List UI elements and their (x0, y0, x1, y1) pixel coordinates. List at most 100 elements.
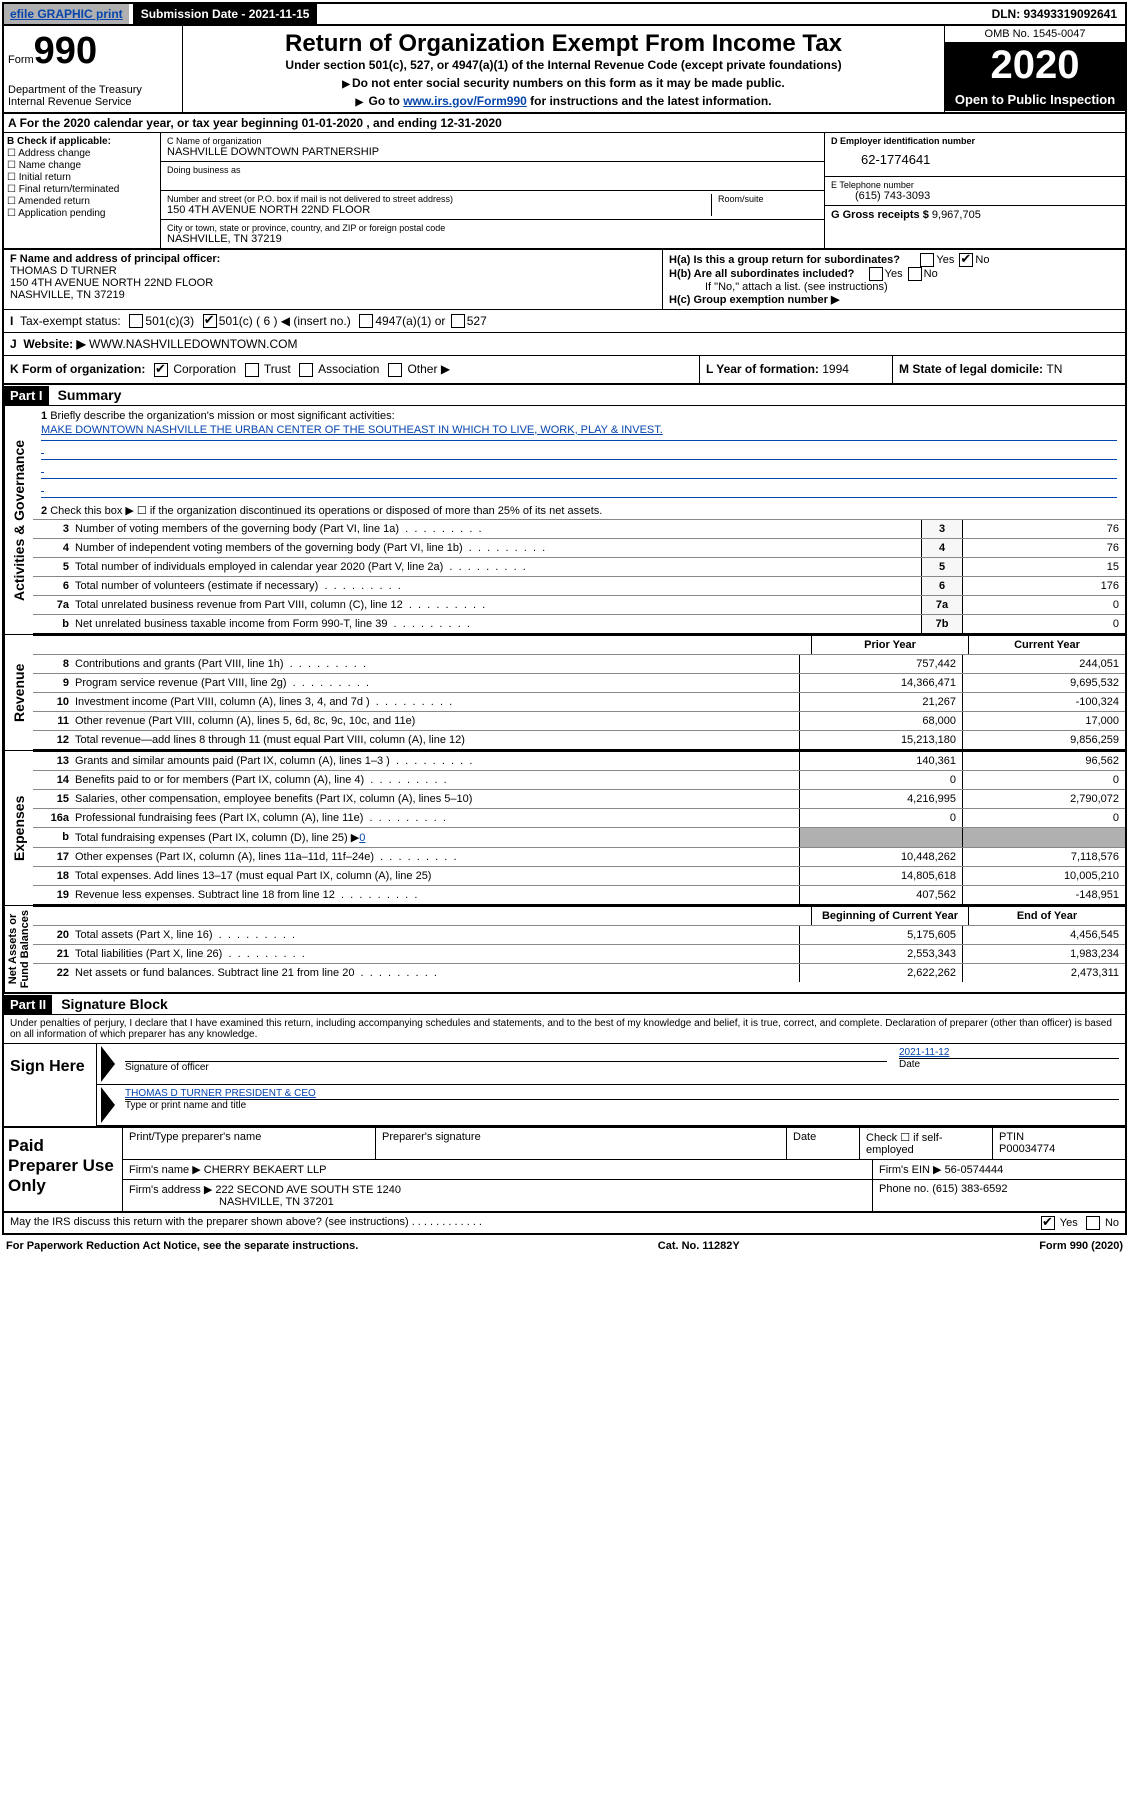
l4-val: 76 (962, 539, 1125, 557)
irs-link[interactable]: www.irs.gov/Form990 (403, 94, 527, 108)
section-ag: Activities & Governance 1 Briefly descri… (4, 406, 1125, 634)
discuss-row: May the IRS discuss this return with the… (4, 1212, 1125, 1233)
arrow-icon (101, 1046, 115, 1082)
part2-label: Part II (4, 995, 52, 1014)
k-other[interactable] (388, 363, 402, 377)
sig-label: Signature of officer (125, 1062, 887, 1073)
part1-header: Part I Summary (4, 385, 1125, 406)
arrow-icon (101, 1087, 115, 1123)
col-m: M State of legal domicile: TN (892, 356, 1125, 383)
form-number-box: Form990 Department of the Treasury Inter… (4, 26, 183, 112)
firm-phone: (615) 383-6592 (932, 1183, 1007, 1195)
year-formation: 1994 (822, 362, 849, 376)
ha-yes[interactable] (920, 253, 934, 267)
row-i: I Tax-exempt status: 501(c)(3) 501(c) ( … (4, 310, 1125, 333)
k-corp[interactable] (154, 363, 168, 377)
identity-grid: B Check if applicable: ☐ Address change … (4, 133, 1125, 250)
officer-typed-name: THOMAS D TURNER PRESIDENT & CEO (125, 1088, 1119, 1099)
chk-pending[interactable]: ☐ Application pending (7, 208, 157, 219)
open-inspection: Open to Public Inspection (945, 88, 1125, 111)
l6-desc: Total number of volunteers (estimate if … (73, 577, 921, 595)
hdr-prior: Prior Year (811, 636, 968, 654)
form-title: Return of Organization Exempt From Incom… (193, 30, 934, 58)
firm-label: Firm's name ▶ (129, 1164, 201, 1176)
ha-no[interactable] (959, 253, 973, 267)
firm-addr-label: Firm's address ▶ (129, 1184, 212, 1196)
top-bar: efile GRAPHIC print Submission Date - 20… (4, 4, 1125, 26)
hb-yes[interactable] (869, 267, 883, 281)
form-number: 990 (34, 30, 97, 72)
efile-link[interactable]: efile GRAPHIC print (4, 4, 129, 24)
chk-initial[interactable]: ☐ Initial return (7, 172, 157, 183)
k-assoc[interactable] (299, 363, 313, 377)
l7a-desc: Total unrelated business revenue from Pa… (73, 596, 921, 614)
instruction-1: Do not enter social security numbers on … (193, 76, 934, 90)
ein-label: D Employer identification number (831, 136, 1119, 146)
pra-notice: For Paperwork Reduction Act Notice, see … (6, 1240, 358, 1252)
sig-date: 2021-11-12 (899, 1047, 1119, 1058)
officer-label: F Name and address of principal officer: (10, 253, 656, 265)
section-expenses: Expenses 13Grants and similar amounts pa… (4, 750, 1125, 905)
i-4947[interactable] (359, 314, 373, 328)
omb-number: OMB No. 1545-0047 (945, 26, 1125, 43)
hb-no[interactable] (908, 267, 922, 281)
prep-c4[interactable]: Check ☐ if self-employed (860, 1128, 993, 1159)
l12-desc: Total revenue—add lines 8 through 11 (mu… (73, 731, 799, 749)
telephone: (615) 743-3093 (831, 190, 1119, 202)
mission-text: MAKE DOWNTOWN NASHVILLE THE URBAN CENTER… (41, 422, 1117, 441)
form-990-page: efile GRAPHIC print Submission Date - 20… (2, 2, 1127, 1235)
perjury-text: Under penalties of perjury, I declare th… (4, 1015, 1125, 1043)
l20-desc: Total assets (Part X, line 16) (73, 926, 799, 944)
l13-desc: Grants and similar amounts paid (Part IX… (73, 752, 799, 770)
footnote: For Paperwork Reduction Act Notice, see … (0, 1237, 1129, 1255)
gross-receipts: 9,967,705 (932, 209, 981, 221)
line-1: 1 Briefly describe the organization's mi… (33, 406, 1125, 502)
col-right: D Employer identification number 62-1774… (824, 133, 1125, 248)
k-trust[interactable] (245, 363, 259, 377)
section-revenue: Revenue Prior YearCurrent Year 8Contribu… (4, 634, 1125, 750)
firm-name: CHERRY BEKAERT LLP (204, 1164, 327, 1176)
department-label: Department of the Treasury Internal Reve… (8, 84, 178, 108)
col-b: B Check if applicable: ☐ Address change … (4, 133, 161, 248)
firm-addr2: NASHVILLE, TN 37201 (129, 1196, 334, 1208)
i-501c[interactable] (203, 314, 217, 328)
row-j: J Website: ▶ WWW.NASHVILLEDOWNTOWN.COM (4, 333, 1125, 356)
ha-label: H(a) Is this a group return for subordin… (669, 254, 900, 266)
chk-amended[interactable]: ☐ Amended return (7, 196, 157, 207)
form-ref: Form 990 (2020) (1039, 1240, 1123, 1252)
hdr-boy: Beginning of Current Year (811, 907, 968, 925)
l15-desc: Salaries, other compensation, employee b… (73, 790, 799, 808)
prep-c2: Preparer's signature (376, 1128, 787, 1159)
l1-label: Briefly describe the organization's miss… (50, 410, 394, 422)
discuss-yes[interactable] (1041, 1216, 1055, 1230)
chk-name[interactable]: ☐ Name change (7, 160, 157, 171)
part1-title: Summary (52, 385, 128, 405)
firm-ein: 56-0574444 (945, 1164, 1004, 1176)
form-prefix: Form (8, 54, 34, 66)
gross-label: G Gross receipts $ (831, 209, 932, 221)
l7b-desc: Net unrelated business taxable income fr… (73, 615, 921, 633)
i-527[interactable] (451, 314, 465, 328)
k-label: K Form of organization: (10, 362, 145, 376)
typed-name-label: Type or print name and title (125, 1099, 1119, 1111)
col-c: C Name of organization NASHVILLE DOWNTOW… (161, 133, 824, 248)
chk-final[interactable]: ☐ Final return/terminated (7, 184, 157, 195)
section-netassets: Net Assets or Fund Balances Beginning of… (4, 905, 1125, 992)
prep-c1: Print/Type preparer's name (123, 1128, 376, 1159)
i-501c3[interactable] (129, 314, 143, 328)
col-h: H(a) Is this a group return for subordin… (662, 250, 1125, 309)
l21-desc: Total liabilities (Part X, line 26) (73, 945, 799, 963)
row-fh: F Name and address of principal officer:… (4, 250, 1125, 310)
instr2-post: for instructions and the latest informat… (527, 94, 772, 108)
chk-address[interactable]: ☐ Address change (7, 148, 157, 159)
discuss-no[interactable] (1086, 1216, 1100, 1230)
l17-desc: Other expenses (Part IX, column (A), lin… (73, 848, 799, 866)
col-f: F Name and address of principal officer:… (4, 250, 662, 309)
org-name: NASHVILLE DOWNTOWN PARTNERSHIP (167, 146, 818, 158)
dln: DLN: 93493319092641 (984, 4, 1125, 24)
sig-date-label: Date (899, 1058, 1119, 1070)
hdr-current: Current Year (968, 636, 1125, 654)
website: WWW.NASHVILLEDOWNTOWN.COM (89, 337, 297, 351)
hb-note: If "No," attach a list. (see instruction… (669, 281, 1119, 293)
tel-label: E Telephone number (831, 180, 1119, 190)
